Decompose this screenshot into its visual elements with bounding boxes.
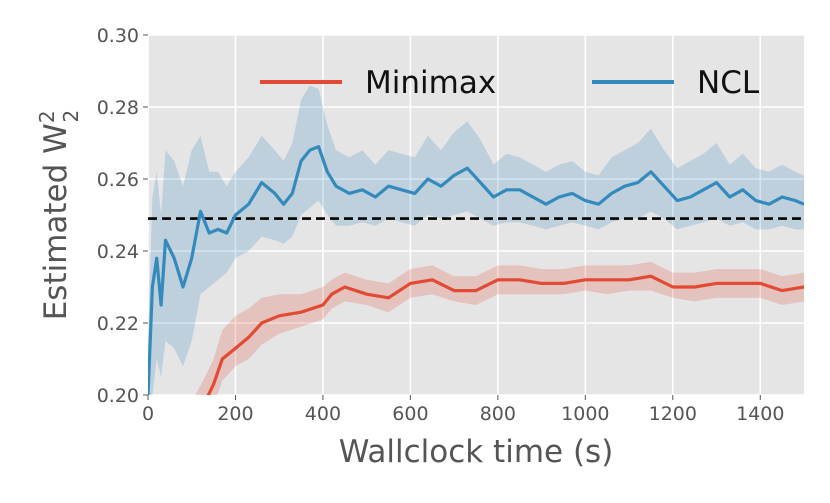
series-lines bbox=[148, 145, 804, 395]
y-tick-labels: 0.20 0.22 0.24 0.26 0.28 0.30 bbox=[97, 25, 148, 407]
x-tick-label-4: 800 bbox=[480, 403, 516, 425]
y-tick-label-0: 0.20 bbox=[97, 385, 139, 407]
y-tick-label-3: 0.26 bbox=[97, 169, 139, 191]
x-tick-label-2: 400 bbox=[305, 403, 341, 425]
x-tick-label-5: 1000 bbox=[561, 403, 609, 425]
x-tick-label-7: 1400 bbox=[736, 403, 784, 425]
minimax-confidence-band bbox=[195, 261, 804, 395]
minimax-line bbox=[206, 274, 804, 395]
legend-label-minimax: Minimax bbox=[365, 65, 496, 101]
legend-label-ncl: NCL bbox=[697, 65, 760, 101]
ncl-confidence-band bbox=[148, 85, 804, 395]
y-axis-title: Estimated W22 bbox=[35, 110, 83, 321]
x-axis-title: Wallclock time (s) bbox=[339, 434, 614, 470]
confidence-bands bbox=[148, 85, 804, 395]
x-tick-label-1: 200 bbox=[217, 403, 253, 425]
y-axis-title-sub: 2 bbox=[59, 110, 83, 123]
y-tick-label-2: 0.24 bbox=[97, 241, 139, 263]
plot-background bbox=[148, 35, 804, 395]
x-tick-label-0: 0 bbox=[142, 403, 154, 425]
y-tick-label-1: 0.22 bbox=[97, 313, 139, 335]
y-tick-label-4: 0.28 bbox=[97, 97, 139, 119]
y-tick-label-5: 0.30 bbox=[97, 25, 139, 47]
x-tick-labels: 0 200 400 600 800 1000 1200 1400 bbox=[142, 395, 784, 425]
y-axis-title-sup: 2 bbox=[35, 110, 59, 123]
grid bbox=[147, 34, 804, 396]
y-axis-title-main: Estimated W bbox=[38, 123, 74, 320]
x-tick-label-3: 600 bbox=[392, 403, 428, 425]
ncl-line bbox=[148, 145, 804, 395]
x-tick-label-6: 1200 bbox=[649, 403, 697, 425]
legend: Minimax NCL bbox=[260, 65, 760, 101]
